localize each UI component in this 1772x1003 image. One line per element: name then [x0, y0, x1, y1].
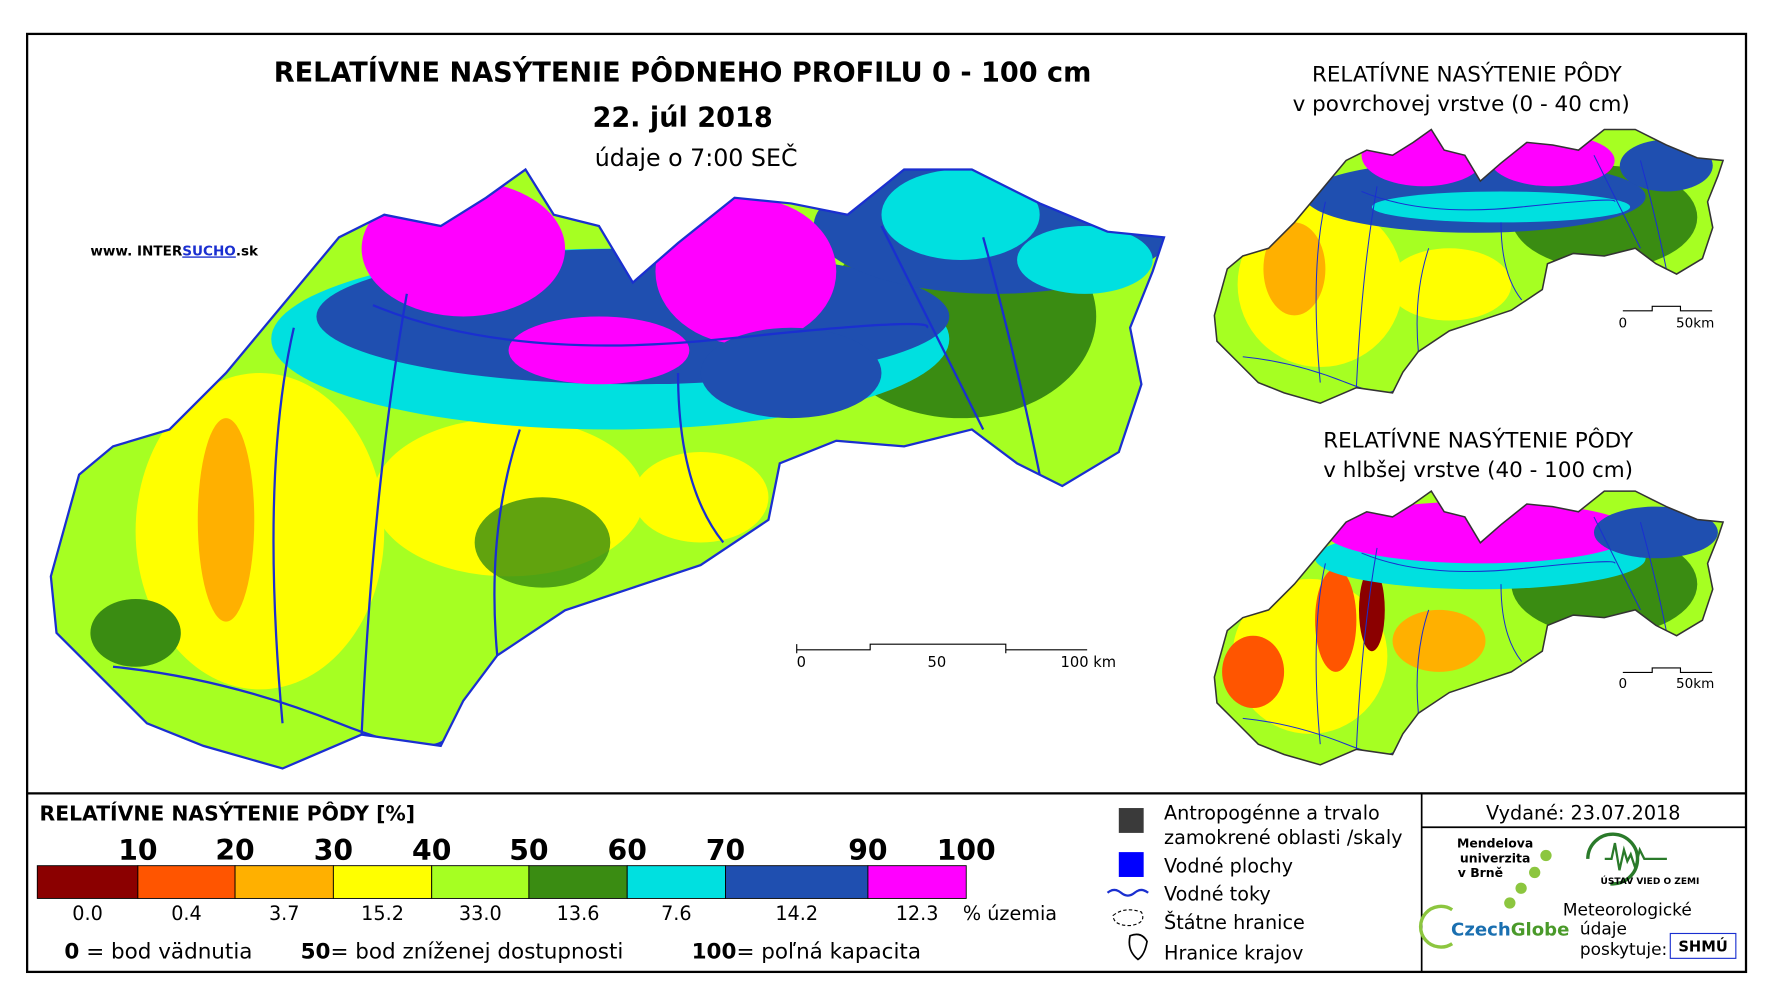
logo-ring — [1586, 832, 1640, 886]
legend-threshold: 100 — [937, 834, 996, 867]
legend-share: 13.6 — [557, 902, 600, 925]
legend-share: 3.7 — [269, 902, 300, 925]
legend-threshold: 40 — [412, 834, 451, 867]
legend-threshold: 60 — [608, 834, 647, 867]
legend-share: 33.0 — [459, 902, 502, 925]
symbol-river — [1106, 888, 1149, 897]
credit: ÚSTAV VIED O ZEMI — [1601, 875, 1700, 887]
share-unit: % územia — [963, 902, 1057, 925]
logo-dots — [1504, 849, 1552, 909]
symbol-label: Štátne hranice — [1164, 910, 1305, 934]
symbol-label: Hranice krajov — [1164, 941, 1303, 964]
legend-threshold: 90 — [848, 834, 887, 867]
note: 50= bod zníženej dostupnosti — [301, 939, 624, 964]
legend-swatch — [332, 865, 433, 899]
legend-swatch — [725, 865, 869, 899]
legend-share: 7.6 — [661, 902, 692, 925]
scale-label: 50km — [1676, 316, 1714, 332]
inset-subtitle: v povrchovej vrstve (0 - 40 cm) — [1293, 92, 1630, 117]
credit: CzechGlobe — [1451, 920, 1569, 941]
legend-swatch — [137, 865, 236, 899]
legend-threshold: 20 — [215, 834, 254, 867]
symbol-label: Antropogénne a trvalo — [1164, 801, 1380, 824]
legend-share: 0.4 — [171, 902, 202, 925]
credit: SHMÚ — [1678, 938, 1727, 956]
note: 100= poľná kapacita — [692, 939, 921, 964]
note: 0 = bod vädnutia — [64, 939, 252, 964]
scale-label: 0 — [797, 654, 806, 671]
legend-swatch — [867, 865, 967, 899]
legend-threshold: 10 — [118, 834, 157, 867]
credit: Mendelova — [1457, 836, 1533, 851]
credit: údaje — [1580, 919, 1627, 939]
symbol-region — [1128, 933, 1148, 961]
logo-shmu — [1669, 932, 1737, 959]
legend-threshold: 70 — [706, 834, 745, 867]
scale-label: 50km — [1676, 676, 1714, 692]
symbol-label: Vodné plochy — [1164, 854, 1293, 877]
legend-swatch — [431, 865, 530, 899]
time: údaje o 7:00 SEČ — [595, 144, 798, 172]
logo-arc — [1418, 904, 1454, 949]
legend-share: 15.2 — [361, 902, 404, 925]
legend-threshold: 50 — [509, 834, 548, 867]
legend-share: 14.2 — [775, 902, 818, 925]
title: RELATÍVNE NASÝTENIE PÔDNEHO PROFILU 0 - … — [274, 56, 1092, 88]
legend-swatch — [36, 865, 139, 899]
issued: Vydané: 23.07.2018 — [1486, 801, 1680, 824]
legend-swatch — [626, 865, 726, 899]
date: 22. júl 2018 — [592, 103, 772, 134]
symbol-label: Vodné toky — [1164, 883, 1271, 906]
legend-threshold: 30 — [314, 834, 353, 867]
legend-swatch — [234, 865, 334, 899]
legend: 0.0 0.4 3.7 15.2 33.0 13.6 7.6 14.2 12.3 10 20 30 40… — [36, 834, 996, 925]
credit: poskytuje: — [1580, 939, 1667, 959]
scale-bar — [796, 643, 1007, 654]
website: www. INTERSUCHO.sk — [90, 243, 259, 259]
scale-label: 0 — [1619, 316, 1628, 332]
scale-label: 100 km — [1061, 654, 1117, 671]
legend-share: 0.0 — [72, 902, 103, 925]
symbol-water — [1118, 852, 1144, 877]
inset-scale — [1622, 305, 1713, 673]
legend-title: RELATÍVNE NASÝTENIE PÔDY [%] — [40, 800, 416, 825]
legend-swatch — [528, 865, 628, 899]
symbol-urban — [1118, 808, 1144, 833]
scale-label: 0 — [1619, 676, 1628, 692]
credit: univerzita — [1460, 850, 1530, 865]
inset-title: RELATÍVNE NASÝTENIE PÔDY — [1312, 61, 1623, 87]
symbol-border — [1112, 909, 1144, 927]
logo-wave — [1604, 842, 1667, 872]
credit: Meteorologické — [1563, 899, 1692, 919]
inset-title: RELATÍVNE NASÝTENIE PÔDY — [1323, 428, 1634, 454]
inset-subtitle: v hlbšej vrstve (40 - 100 cm) — [1323, 458, 1633, 483]
scale-label: 50 — [928, 654, 947, 671]
credit: v Brně — [1458, 865, 1503, 880]
symbol-label: zamokrené oblasti /skaly — [1164, 826, 1403, 849]
legend-share: 12.3 — [896, 902, 939, 925]
